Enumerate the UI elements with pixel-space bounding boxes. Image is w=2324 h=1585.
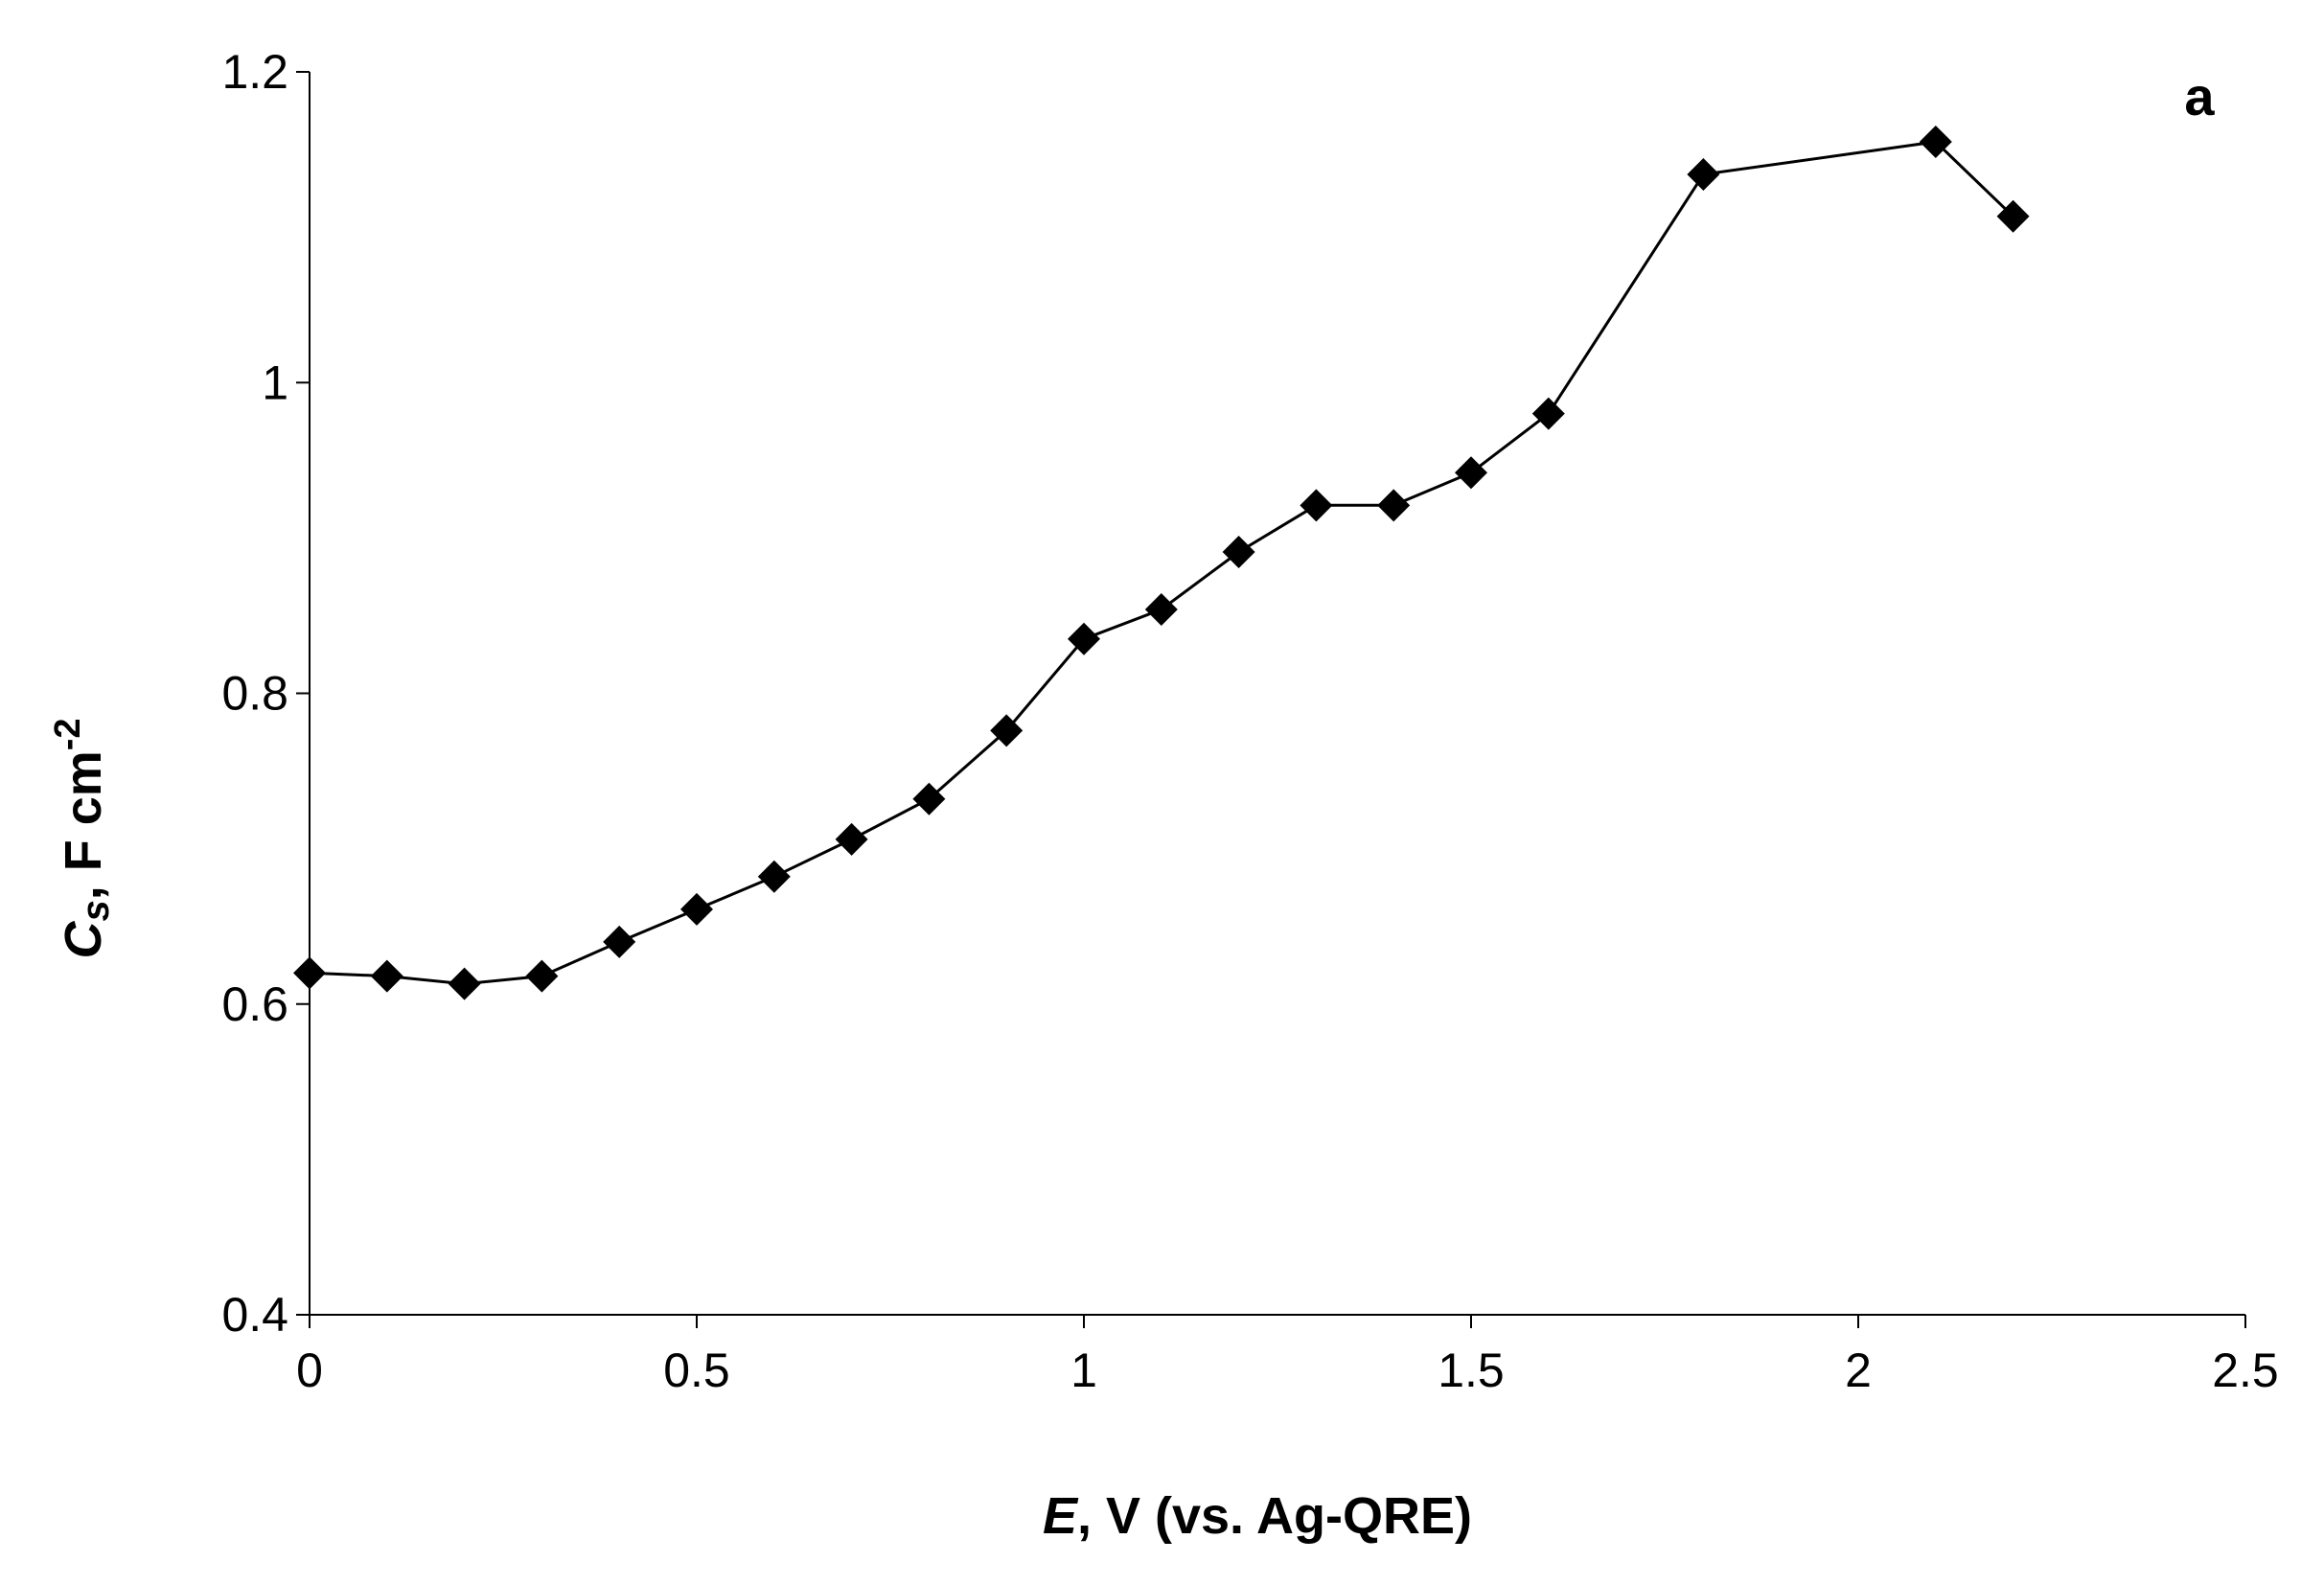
data-point-marker	[835, 822, 868, 856]
x-tick-label: 1.5	[1438, 1344, 1505, 1397]
y-tick-label: 1	[262, 356, 288, 409]
y-tick-label: 0.6	[221, 977, 288, 1031]
data-point-marker	[990, 714, 1024, 747]
data-point-marker	[603, 925, 636, 958]
x-tick-label: 0	[296, 1344, 323, 1397]
axes: 0.4 0.6 0.8 1 1.2 0 0.5 1 1.5 2 2.5	[221, 45, 2278, 1397]
y-axis-title-subscript: s	[75, 900, 117, 921]
data-point-marker	[1455, 456, 1487, 490]
y-axis-title-symbol: C	[55, 921, 112, 959]
x-tick-label: 2	[1845, 1344, 1872, 1397]
data-point-marker	[912, 782, 946, 815]
x-tick-label: 1	[1070, 1344, 1097, 1397]
y-tick-label: 0.8	[221, 667, 288, 721]
y-ticks: 0.4 0.6 0.8 1 1.2	[221, 45, 310, 1342]
y-tick-label: 1.2	[221, 45, 288, 99]
x-ticks: 0 0.5 1 1.5 2 2.5	[296, 1315, 2279, 1397]
data-point-marker	[1377, 489, 1411, 522]
y-axis-title-superscript: -2	[48, 718, 88, 750]
data-point-marker	[1531, 397, 1565, 430]
plot-area	[293, 125, 2030, 1000]
x-axis-title-text: , V (vs. Ag-QRE)	[1077, 1487, 1472, 1545]
data-point-marker	[370, 959, 403, 993]
x-axis-title: E, V (vs. Ag-QRE)	[1043, 1487, 1472, 1545]
data-point-marker	[1996, 199, 2030, 233]
data-point-marker	[757, 860, 791, 893]
data-point-marker	[448, 967, 481, 1000]
x-tick-label: 2.5	[2212, 1344, 2279, 1397]
y-tick-label: 0.4	[221, 1288, 288, 1342]
y-axis-title: Cs, F cm-2	[48, 718, 117, 958]
data-point-marker	[1300, 489, 1333, 522]
data-point-marker	[680, 892, 713, 926]
series-line	[309, 140, 2014, 986]
data-point-marker	[293, 956, 326, 990]
data-point-marker	[1222, 535, 1255, 568]
y-axis-title-text: , F cm	[55, 750, 112, 900]
x-tick-label: 0.5	[663, 1344, 730, 1397]
data-point-marker	[525, 959, 559, 993]
x-axis-title-symbol: E	[1043, 1487, 1079, 1545]
panel-label: a	[2184, 66, 2215, 126]
data-point-marker	[1687, 158, 1720, 192]
data-point-marker	[1068, 622, 1100, 655]
data-point-marker	[1144, 592, 1178, 626]
data-point-marker	[1919, 125, 1952, 158]
